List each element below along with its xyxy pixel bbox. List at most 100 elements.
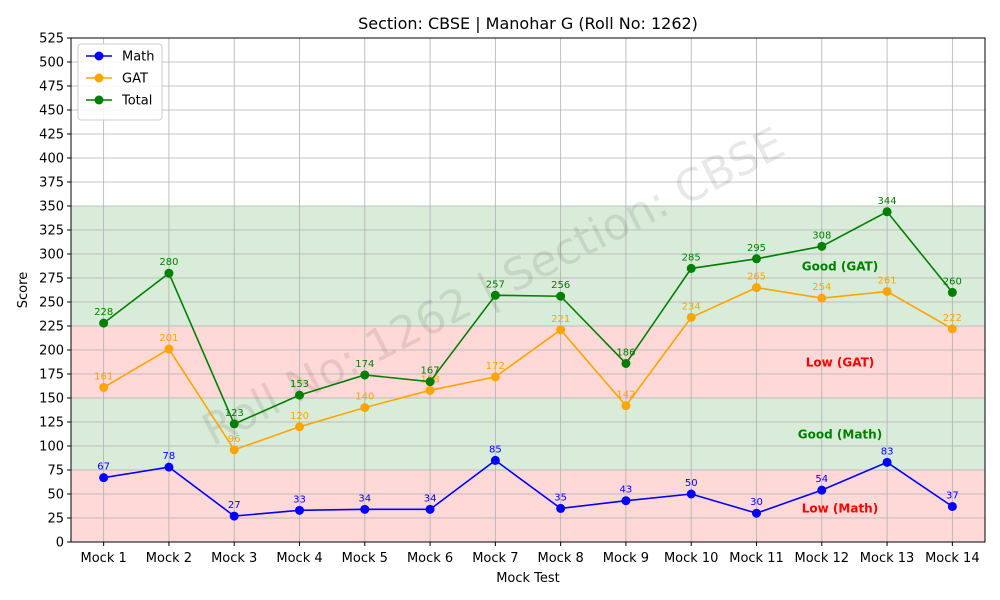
math-point bbox=[295, 505, 304, 515]
total-point bbox=[490, 290, 500, 300]
gat-point bbox=[229, 445, 239, 455]
x-tick-label: Mock 9 bbox=[603, 551, 649, 566]
math-point bbox=[752, 508, 761, 518]
y-tick-label: 125 bbox=[39, 416, 64, 431]
total-point bbox=[295, 390, 304, 400]
math-point bbox=[621, 496, 631, 506]
gat-data-label: 261 bbox=[878, 275, 897, 286]
gat-point bbox=[295, 422, 304, 432]
y-tick-label: 150 bbox=[39, 392, 64, 407]
total-data-label: 280 bbox=[159, 257, 178, 268]
math-point bbox=[99, 473, 109, 483]
math-data-label: 34 bbox=[424, 493, 437, 504]
gat-point bbox=[686, 312, 696, 322]
x-tick-label: Mock 7 bbox=[472, 551, 518, 566]
math-point bbox=[164, 462, 174, 472]
plot-frame bbox=[70, 37, 986, 543]
band-label: Low (GAT) bbox=[806, 355, 875, 369]
y-tick-label: 325 bbox=[39, 224, 64, 239]
gat-data-label: 265 bbox=[747, 272, 766, 283]
x-tick-label: Mock 8 bbox=[538, 551, 584, 566]
gat-point bbox=[752, 283, 761, 293]
y-tick-label: 250 bbox=[39, 296, 64, 311]
math-data-label: 33 bbox=[293, 494, 306, 505]
band-0 bbox=[71, 470, 985, 542]
y-tick-label: 450 bbox=[39, 104, 64, 119]
gat-data-label: 172 bbox=[486, 361, 505, 372]
math-data-label: 67 bbox=[97, 462, 110, 473]
math-data-label: 37 bbox=[946, 490, 959, 501]
legend-label-total: Total bbox=[121, 94, 152, 109]
y-tick-label: 100 bbox=[39, 440, 64, 455]
total-data-label: 344 bbox=[878, 196, 897, 207]
gat-point bbox=[164, 344, 174, 354]
x-tick-label: Mock 14 bbox=[925, 551, 980, 566]
gat-data-label: 120 bbox=[290, 411, 309, 422]
y-tick-label: 25 bbox=[47, 512, 64, 527]
gat-point bbox=[947, 324, 957, 334]
x-tick-label: Mock 4 bbox=[276, 551, 322, 566]
y-tick-label: 375 bbox=[39, 176, 64, 191]
gat-data-label: 221 bbox=[551, 314, 570, 325]
band-label: Good (Math) bbox=[798, 427, 882, 441]
total-point bbox=[947, 287, 957, 297]
gat-point bbox=[556, 325, 566, 335]
total-data-label: 123 bbox=[225, 408, 244, 419]
legend-marker-gat bbox=[94, 73, 104, 83]
x-tick-label: Mock 6 bbox=[407, 551, 453, 566]
legend-label-gat: GAT bbox=[122, 72, 148, 87]
total-data-label: 174 bbox=[355, 359, 374, 370]
total-point bbox=[99, 318, 109, 328]
y-tick-label: 50 bbox=[47, 488, 64, 503]
total-point bbox=[360, 370, 370, 380]
y-tick-label: 475 bbox=[39, 80, 64, 95]
total-point bbox=[556, 291, 566, 301]
band-3 bbox=[71, 206, 985, 326]
y-tick-label: 175 bbox=[39, 368, 64, 383]
total-data-label: 186 bbox=[616, 347, 635, 358]
total-point bbox=[229, 419, 239, 429]
gat-data-label: 161 bbox=[94, 371, 113, 382]
math-data-label: 34 bbox=[358, 493, 371, 504]
gat-line bbox=[103, 286, 953, 451]
legend-marker-total bbox=[94, 95, 104, 105]
y-tick-label: 200 bbox=[39, 344, 64, 359]
gat-data-label: 201 bbox=[159, 333, 178, 344]
total-point bbox=[882, 207, 892, 217]
legend-label-math: Math bbox=[122, 50, 155, 65]
math-data-label: 85 bbox=[489, 444, 502, 455]
math-data-label: 27 bbox=[228, 500, 241, 511]
gat-data-label: 96 bbox=[228, 434, 241, 445]
gat-data-label: 234 bbox=[682, 301, 701, 312]
math-point bbox=[556, 503, 566, 513]
gat-data-label: 142 bbox=[616, 390, 635, 401]
math-point bbox=[425, 504, 435, 514]
total-point bbox=[752, 254, 761, 264]
math-data-label: 35 bbox=[554, 492, 567, 503]
total-point bbox=[817, 241, 827, 251]
x-tick-label: Mock 1 bbox=[81, 551, 127, 566]
x-tick-label: Mock 10 bbox=[664, 551, 719, 566]
band-2 bbox=[71, 326, 985, 398]
total-data-label: 295 bbox=[747, 243, 766, 254]
x-tick-label: Mock 12 bbox=[795, 551, 850, 566]
total-data-label: 153 bbox=[290, 379, 309, 390]
y-tick-label: 400 bbox=[39, 152, 64, 167]
gat-point bbox=[99, 382, 109, 392]
x-tick-label: Mock 13 bbox=[860, 551, 915, 566]
math-data-label: 43 bbox=[620, 485, 633, 496]
legend-marker-math bbox=[94, 51, 104, 61]
total-data-label: 257 bbox=[486, 279, 505, 290]
math-data-label: 83 bbox=[881, 446, 894, 457]
y-tick-label: 225 bbox=[39, 320, 64, 335]
x-tick-label: Mock 11 bbox=[729, 551, 784, 566]
math-point bbox=[882, 457, 892, 467]
x-tick-label: Mock 3 bbox=[211, 551, 257, 566]
y-tick-label: 0 bbox=[56, 536, 64, 551]
score-bands bbox=[71, 206, 985, 542]
gat-point bbox=[882, 286, 892, 296]
series-gat: 1612019612014015817222114223426525426122… bbox=[94, 272, 962, 455]
gat-point bbox=[621, 401, 631, 411]
y-tick-label: 275 bbox=[39, 272, 64, 287]
